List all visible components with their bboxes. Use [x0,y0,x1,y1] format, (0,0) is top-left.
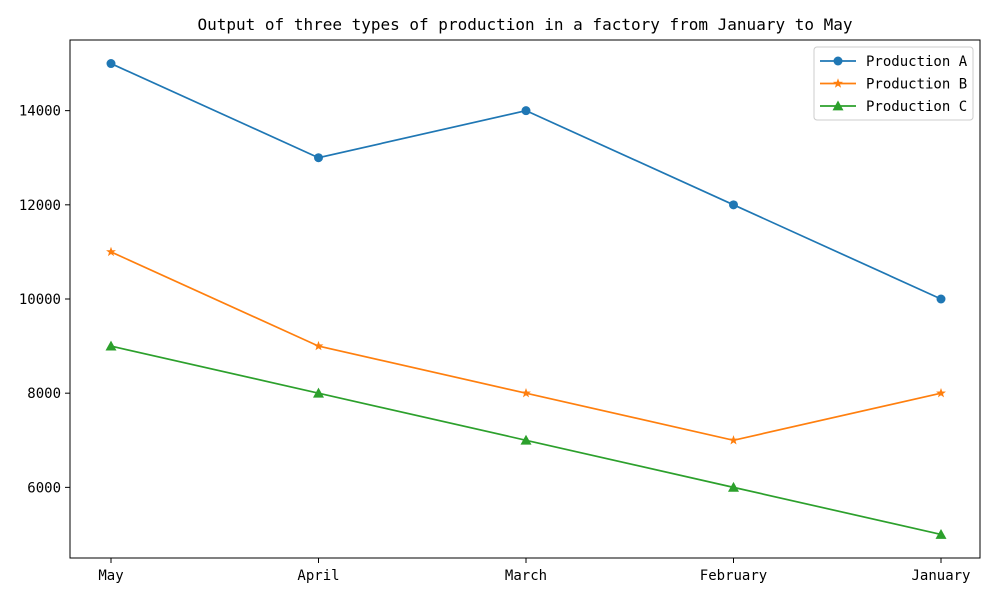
x-tick-label-february: February [700,568,767,584]
x-tick-label-april: April [297,568,339,584]
data-point-production-c-february [728,481,739,492]
data-point-production-a-january [936,294,946,304]
data-point-production-b-march [521,387,531,398]
y-tick-label-10000: 10000 [19,292,61,308]
series-production-b [106,246,946,445]
legend-marker-production-b [833,78,843,88]
series-production-c [105,340,947,539]
legend-marker-production-a [833,56,843,66]
data-point-production-b-april [313,340,324,351]
data-point-production-c-march [520,434,532,445]
data-point-production-c-may [105,340,117,351]
legend: Production A Production B Production C [813,46,974,121]
data-point-production-c-january [935,528,947,539]
legend-label-production-b: Production B [866,77,967,93]
legend-box [813,46,974,121]
series-production-a [106,59,946,304]
x-tick-label-may: May [98,568,123,584]
data-point-production-a-march [521,106,531,116]
x-tick-label-march: March [505,568,547,584]
legend-label-production-a: Production A [866,54,968,70]
data-point-production-b-february [728,435,739,445]
data-point-production-a-february [729,200,738,210]
chart-title: Output of three types of production in a… [197,15,852,34]
data-point-production-b-may [106,246,116,257]
y-tick-label-8000: 8000 [27,386,61,402]
data-point-production-b-january [936,387,946,398]
data-point-production-a-april [314,153,323,163]
series-line-production-b [110,251,942,442]
axes: May April March February January 6000 8000 1000… [19,104,971,584]
y-tick-label-12000: 12000 [19,198,61,214]
legend-marker-production-c [832,100,844,111]
data-point-production-a-may [106,59,116,69]
y-tick-label-6000: 6000 [27,480,61,496]
legend-label-production-c: Production C [866,99,967,115]
x-tick-label-january: January [911,568,970,584]
data-point-production-c-april [313,387,324,398]
y-tick-label-14000: 14000 [19,104,61,120]
series-layer [105,59,947,539]
